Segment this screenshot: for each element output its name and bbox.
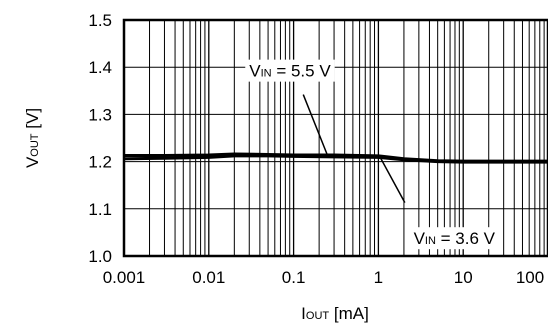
x-tick-label: 100 xyxy=(516,268,544,287)
y-tick-label: 1.5 xyxy=(88,11,112,30)
x-axis-label: IOUT [mA] xyxy=(301,304,369,323)
x-tick-label: 1 xyxy=(374,268,383,287)
y-tick-label: 1.4 xyxy=(88,58,112,77)
series-lines xyxy=(123,152,548,164)
y-tick-label: 1.2 xyxy=(88,153,112,172)
annotation-2: VIN = 3.6 V xyxy=(379,156,500,250)
annotation-bg xyxy=(409,227,500,250)
annotation-label: VIN = 3.6 V xyxy=(414,229,496,248)
annotation-leader xyxy=(302,94,329,156)
annotation-bg xyxy=(245,59,335,82)
series-line-2 xyxy=(123,154,548,164)
x-tick-label: 0.01 xyxy=(192,268,225,287)
annotation-leader xyxy=(379,156,406,204)
annotation-1: VIN = 5.5 V xyxy=(245,59,335,156)
plot-frame xyxy=(122,18,548,258)
x-tick-label: 0.001 xyxy=(103,268,146,287)
tick-labels: 0.001 0.01 0.1 1 10 100 1.0 1.1 1.2 1.3 1.4 1.5 xyxy=(88,11,544,287)
y-tick-label: 1.0 xyxy=(88,247,112,266)
y-tick-label: 1.1 xyxy=(88,200,112,219)
x-tick-label: 0.1 xyxy=(282,268,306,287)
grid xyxy=(124,20,548,256)
annotations: VIN = 5.5 V VIN = 3.6 V xyxy=(245,59,500,250)
annotation-label: VIN = 5.5 V xyxy=(249,62,331,81)
x-tick-label: 10 xyxy=(454,268,473,287)
y-tick-label: 1.3 xyxy=(88,105,112,124)
y-axis-label: VOUT [V] xyxy=(23,108,42,168)
